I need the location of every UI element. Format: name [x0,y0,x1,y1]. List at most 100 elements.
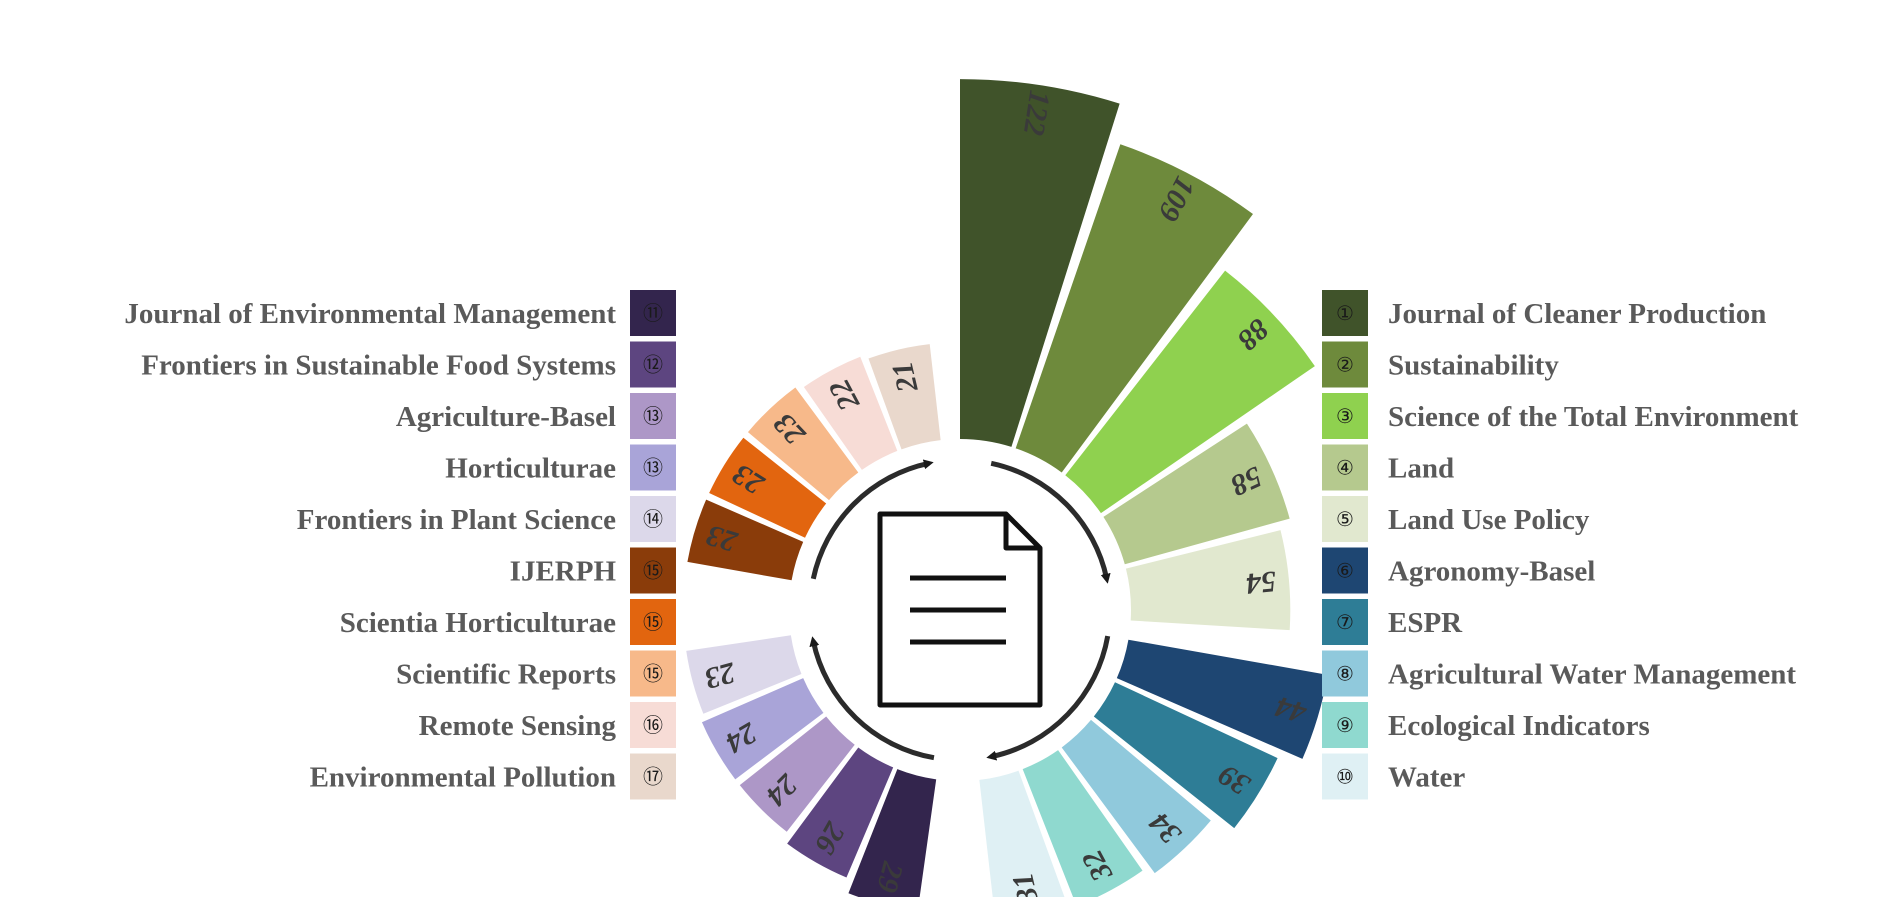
legend-rank: ⑮ [643,559,663,583]
legend-rank: ⑦ [1336,610,1354,634]
legend-rank: ⑰ [643,765,663,789]
legend-swatch [1322,702,1368,748]
legend-rank: ⑧ [1336,662,1354,686]
legend-rank: ⑬ [643,456,663,480]
legend-swatch [630,702,676,748]
legend-rank: ① [1336,301,1354,325]
cycle-arrow [986,635,1111,761]
legend-swatch [1322,496,1368,542]
bar [1103,423,1290,565]
legend-rank: ⑯ [643,713,663,737]
cycle-arrow [810,459,934,580]
legend-swatch [630,650,676,697]
bar [687,499,804,581]
bar-value-label: 54 [1245,565,1278,601]
legend-label: Agriculture-Basel [396,401,616,433]
legend-label: Sustainability [1388,350,1559,382]
legend-item: ⑮ Scientia Horticulturae [340,599,676,645]
legend-swatch [1322,650,1368,697]
legend-item: ⑦ ESPR [1322,599,1463,645]
legend-label: Environmental Pollution [310,762,616,794]
legend: ① Journal of Cleaner Production ② Sustainab… [124,290,1799,800]
legend-swatch [630,599,676,645]
legend-swatch [1322,753,1368,800]
legend-label: Remote Sensing [419,710,617,742]
bar [979,770,1065,897]
legend-rank: ⑮ [643,610,663,634]
bar [1065,270,1315,514]
legend-item: ⑤ Land Use Policy [1322,496,1590,542]
legend-label: Water [1388,762,1465,794]
cycle-arrows [809,459,1111,761]
legend-label: Scientia Horticulturae [340,607,616,639]
bar [1061,719,1211,874]
legend-rank: ⑨ [1336,713,1354,737]
bar [1093,682,1278,829]
legend-swatch [1322,393,1368,439]
legend-label: ESPR [1388,607,1463,639]
legend-item: ⑬ Horticulturae [445,444,676,491]
legend-item: ④ Land [1322,444,1454,491]
legend-label: Ecological Indicators [1388,710,1650,742]
legend-swatch [630,444,676,491]
legend-swatch [1322,290,1368,336]
legend-item: ⑭ Frontiers in Plant Science [297,496,676,542]
legend-rank: ⑫ [643,353,663,377]
legend-label: Scientific Reports [396,659,616,691]
document-icon [877,511,1043,708]
legend-swatch [630,393,676,439]
legend-label: IJERPH [510,556,617,588]
legend-label: Agricultural Water Management [1388,659,1796,691]
cycle-arrow [990,460,1111,584]
legend-item: ② Sustainability [1322,341,1559,388]
legend-rank: ⑩ [1336,765,1354,789]
bar [1015,144,1253,473]
bar [787,747,894,878]
legend-item: ① Journal of Cleaner Production [1322,290,1766,336]
legend-label: Horticulturae [445,453,616,485]
bar [1125,530,1291,631]
legend-rank: ④ [1336,456,1354,480]
bar [709,437,827,538]
legend-label: Frontiers in Sustainable Food Systems [141,350,616,382]
bar [747,387,859,501]
legend-swatch [1322,599,1368,645]
legend-label: Journal of Cleaner Production [1388,298,1766,330]
legend-swatch [1322,444,1368,491]
legend-item: ⑧ Agricultural Water Management [1322,650,1796,697]
bar [803,356,898,470]
legend-rank: ⑭ [643,507,663,531]
legend-rank: ⑪ [643,301,663,325]
bar [960,79,1120,447]
bar [701,678,824,780]
cycle-arrow [809,636,935,761]
legend-label: Science of the Total Environment [1388,401,1799,433]
bar [848,769,937,897]
legend-swatch [1322,547,1368,594]
legend-swatch [630,547,676,594]
legend-item: ⑯ Remote Sensing [419,702,676,748]
legend-item: ⑮ IJERPH [510,547,676,594]
bar [686,635,802,714]
bar [868,344,941,450]
legend-label: Frontiers in Plant Science [297,504,616,536]
bar-group [686,79,1328,897]
legend-label: Journal of Environmental Management [124,298,616,330]
legend-rank: ⑬ [643,404,663,428]
legend-label: Agronomy-Basel [1388,556,1595,588]
bar-value-label: 122 [1017,88,1056,137]
legend-item: ⑫ Frontiers in Sustainable Food Systems [141,341,676,388]
legend-item: ⑪ Journal of Environmental Management [124,290,676,336]
bar [739,716,855,832]
legend-item: ⑮ Scientific Reports [396,650,676,697]
legend-rank: ⑥ [1336,559,1354,583]
legend-item: ③ Science of the Total Environment [1322,393,1799,439]
legend-swatch [1322,341,1368,388]
legend-label: Land [1388,453,1454,485]
legend-item: ⑨ Ecological Indicators [1322,702,1650,748]
legend-rank: ③ [1336,404,1354,428]
bar-value-label: 21 [886,358,925,396]
legend-swatch [630,753,676,800]
legend-swatch [630,341,676,388]
